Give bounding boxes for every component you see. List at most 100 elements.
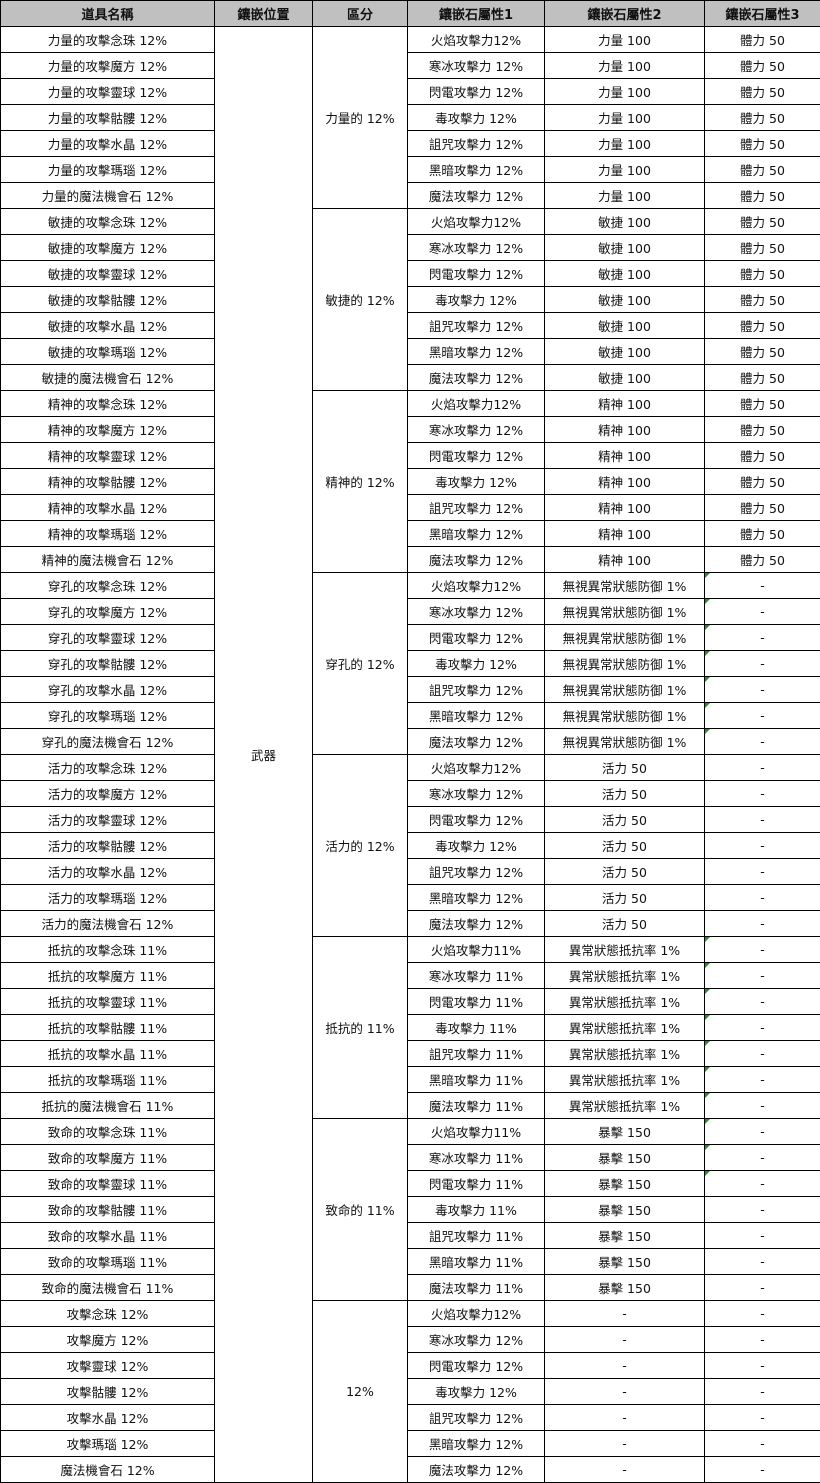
item-name-cell: 攻擊念珠 12% bbox=[0, 1300, 215, 1327]
attr2-cell: 異常狀態抵抗率 1% bbox=[544, 1040, 705, 1067]
item-name-cell: 抵抗的攻擊水晶 11% bbox=[0, 1040, 215, 1067]
item-name-cell: 活力的攻擊靈球 12% bbox=[0, 806, 215, 833]
item-name-cell: 抵抗的攻擊魔方 11% bbox=[0, 962, 215, 989]
attr3-cell: - bbox=[704, 754, 820, 781]
attr2-cell: 暴擊 150 bbox=[544, 1196, 705, 1223]
attr3-cell: 體力 50 bbox=[704, 52, 820, 79]
attr2-cell: 敏捷 100 bbox=[544, 312, 705, 339]
table-row: 致命的攻擊骷髏 11% 毒攻擊力 11% 暴擊 150- bbox=[0, 1196, 820, 1223]
attr2-cell: - bbox=[544, 1326, 705, 1353]
table-row: 精神的魔法機會石 12% 魔法攻擊力 12% 精神 100 體力 50 bbox=[0, 546, 820, 573]
attr2-cell: 敏捷 100 bbox=[544, 234, 705, 261]
attr1-cell: 黑暗攻擊力 11% bbox=[407, 1248, 545, 1275]
table-row: 致命的魔法機會石 11% 魔法攻擊力 11% 暴擊 150- bbox=[0, 1274, 820, 1301]
item-name-cell: 攻擊水晶 12% bbox=[0, 1404, 215, 1431]
item-name-cell: 力量的攻擊魔方 12% bbox=[0, 52, 215, 79]
attr2-cell: 暴擊 150 bbox=[544, 1274, 705, 1301]
table-row: 穿孔的攻擊魔方 12% 寒冰攻擊力 12% 無視異常狀態防御 1% - bbox=[0, 598, 820, 625]
attr2-cell: 無視異常狀態防御 1% bbox=[544, 650, 705, 677]
table-row: 敏捷的攻擊魔方 12% 寒冰攻擊力 12% 敏捷 100 體力 50 bbox=[0, 234, 820, 261]
item-name-cell: 穿孔的魔法機會石 12% bbox=[0, 728, 215, 755]
attr1-cell: 毒攻擊力 12% bbox=[407, 832, 545, 859]
item-name-cell: 攻擊靈球 12% bbox=[0, 1352, 215, 1379]
table-row: 致命的攻擊魔方 11% 寒冰攻擊力 11% 暴擊 150- bbox=[0, 1144, 820, 1171]
item-name-cell: 抵抗的魔法機會石 11% bbox=[0, 1092, 215, 1119]
item-name-cell: 敏捷的攻擊靈球 12% bbox=[0, 260, 215, 287]
attr2-cell: 活力 50 bbox=[544, 910, 705, 937]
table-row: 致命的攻擊靈球 11% 閃電攻擊力 11% 暴擊 150- bbox=[0, 1170, 820, 1197]
attr3-cell: 體力 50 bbox=[704, 520, 820, 547]
attr1-cell: 詛咒攻擊力 12% bbox=[407, 312, 545, 339]
table-row: 精神的攻擊骷髏 12% 毒攻擊力 12% 精神 100 體力 50 bbox=[0, 468, 820, 495]
attr1-cell: 火焰攻擊力12% bbox=[407, 754, 545, 781]
item-name-cell: 敏捷的攻擊水晶 12% bbox=[0, 312, 215, 339]
category-cell: 抵抗的 11% bbox=[312, 936, 408, 1119]
item-name-cell: 敏捷的攻擊魔方 12% bbox=[0, 234, 215, 261]
attr3-cell: - bbox=[704, 1066, 820, 1093]
attr1-cell: 閃電攻擊力 12% bbox=[407, 78, 545, 105]
item-name-cell: 致命的攻擊魔方 11% bbox=[0, 1144, 215, 1171]
table-row: 敏捷的攻擊骷髏 12% 毒攻擊力 12% 敏捷 100 體力 50 bbox=[0, 286, 820, 313]
attr1-cell: 毒攻擊力 11% bbox=[407, 1196, 545, 1223]
attr2-cell: 力量 100 bbox=[544, 182, 705, 209]
attr1-cell: 毒攻擊力 12% bbox=[407, 468, 545, 495]
table-row: 活力的魔法機會石 12% 魔法攻擊力 12% 活力 50- bbox=[0, 910, 820, 937]
attr2-cell: 異常狀態抵抗率 1% bbox=[544, 936, 705, 963]
item-name-cell: 力量的攻擊瑪瑙 12% bbox=[0, 156, 215, 183]
attr3-cell: 體力 50 bbox=[704, 390, 820, 417]
attr2-cell: 無視異常狀態防御 1% bbox=[544, 702, 705, 729]
header-row: 道具名稱 鑲嵌位置 區分 鑲嵌石屬性1 鑲嵌石屬性2 鑲嵌石屬性3 bbox=[0, 0, 820, 27]
table-row: 抵抗的攻擊水晶 11% 詛咒攻擊力 11% 異常狀態抵抗率 1% - bbox=[0, 1040, 820, 1067]
attr2-cell: 活力 50 bbox=[544, 754, 705, 781]
attr3-cell: 體力 50 bbox=[704, 260, 820, 287]
table-row: 力量的攻擊魔方 12% 寒冰攻擊力 12% 力量 100 體力 50 bbox=[0, 52, 820, 79]
item-name-cell: 致命的攻擊水晶 11% bbox=[0, 1222, 215, 1249]
attr1-cell: 毒攻擊力 12% bbox=[407, 104, 545, 131]
table-row: 穿孔的攻擊骷髏 12% 毒攻擊力 12% 無視異常狀態防御 1% - bbox=[0, 650, 820, 677]
table-row: 抵抗的攻擊魔方 11% 寒冰攻擊力 11% 異常狀態抵抗率 1% - bbox=[0, 962, 820, 989]
item-name-cell: 穿孔的攻擊水晶 12% bbox=[0, 676, 215, 703]
table-row: 抵抗的攻擊瑪瑙 11% 黑暗攻擊力 11% 異常狀態抵抗率 1% - bbox=[0, 1066, 820, 1093]
table-row: 力量的攻擊瑪瑙 12% 黑暗攻擊力 12% 力量 100 體力 50 bbox=[0, 156, 820, 183]
attr2-cell: 異常狀態抵抗率 1% bbox=[544, 1092, 705, 1119]
table-row: 力量的攻擊骷髏 12% 毒攻擊力 12% 力量 100 體力 50 bbox=[0, 104, 820, 131]
table-row: 活力的攻擊水晶 12% 詛咒攻擊力 12% 活力 50- bbox=[0, 858, 820, 885]
table-row: 力量的攻擊水晶 12% 詛咒攻擊力 12% 力量 100 體力 50 bbox=[0, 130, 820, 157]
attr3-cell: 體力 50 bbox=[704, 312, 820, 339]
category-cell: 穿孔的 12% bbox=[312, 572, 408, 755]
item-name-cell: 穿孔的攻擊骷髏 12% bbox=[0, 650, 215, 677]
item-name-cell: 抵抗的攻擊念珠 11% bbox=[0, 936, 215, 963]
table-row: 敏捷的攻擊水晶 12% 詛咒攻擊力 12% 敏捷 100 體力 50 bbox=[0, 312, 820, 339]
attr1-cell: 魔法攻擊力 12% bbox=[407, 364, 545, 391]
table-row: 穿孔的魔法機會石 12% 魔法攻擊力 12% 無視異常狀態防御 1% - bbox=[0, 728, 820, 755]
attr3-cell: 體力 50 bbox=[704, 494, 820, 521]
attr3-cell: - bbox=[704, 1430, 820, 1457]
attr3-cell: 體力 50 bbox=[704, 468, 820, 495]
attr1-cell: 詛咒攻擊力 11% bbox=[407, 1040, 545, 1067]
attr2-cell: 精神 100 bbox=[544, 494, 705, 521]
item-name-cell: 穿孔的攻擊魔方 12% bbox=[0, 598, 215, 625]
attr1-cell: 詛咒攻擊力 12% bbox=[407, 130, 545, 157]
attr3-cell: - bbox=[704, 676, 820, 703]
attr3-cell: - bbox=[704, 1014, 820, 1041]
table-row: 精神的攻擊靈球 12% 閃電攻擊力 12% 精神 100 體力 50 bbox=[0, 442, 820, 469]
attr1-cell: 寒冰攻擊力 12% bbox=[407, 1326, 545, 1353]
category-cell: 活力的 12% bbox=[312, 754, 408, 937]
attr1-cell: 閃電攻擊力 12% bbox=[407, 260, 545, 287]
table-row: 攻擊靈球 12% 閃電攻擊力 12% - - bbox=[0, 1352, 820, 1379]
attr3-cell: 體力 50 bbox=[704, 442, 820, 469]
item-name-cell: 抵抗的攻擊瑪瑙 11% bbox=[0, 1066, 215, 1093]
item-name-cell: 力量的攻擊靈球 12% bbox=[0, 78, 215, 105]
attr2-cell: 異常狀態抵抗率 1% bbox=[544, 962, 705, 989]
attr2-cell: 無視異常狀態防御 1% bbox=[544, 572, 705, 599]
attr3-cell: 體力 50 bbox=[704, 130, 820, 157]
table-row: 力量的魔法機會石 12% 魔法攻擊力 12% 力量 100 體力 50 bbox=[0, 182, 820, 209]
attr3-cell: - bbox=[704, 1326, 820, 1353]
attr3-cell: - bbox=[704, 780, 820, 807]
item-name-cell: 精神的攻擊靈球 12% bbox=[0, 442, 215, 469]
attr3-cell: - bbox=[704, 832, 820, 859]
attr2-cell: 敏捷 100 bbox=[544, 364, 705, 391]
header-attr3: 鑲嵌石屬性3 bbox=[704, 0, 820, 27]
table-row: 抵抗的攻擊念珠 11% 抵抗的 11% 火焰攻擊力11% 異常狀態抵抗率 1% - bbox=[0, 936, 820, 1119]
attr2-cell: - bbox=[544, 1456, 705, 1483]
